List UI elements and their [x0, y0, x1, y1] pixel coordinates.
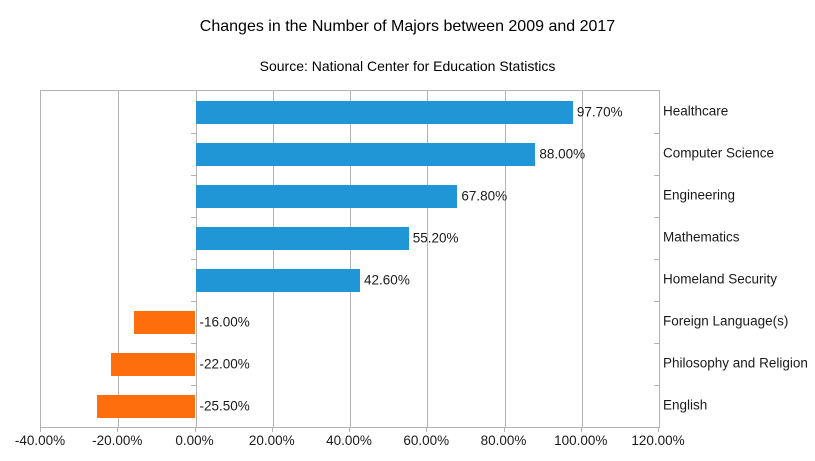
gridline: [118, 91, 120, 427]
x-axis-tick: [580, 427, 582, 432]
bar: [195, 268, 361, 292]
gridline: [272, 91, 274, 427]
category-label: Foreign Language(s): [663, 313, 789, 329]
category-axis-tick: [654, 217, 659, 218]
value-label: -22.00%: [199, 356, 250, 372]
x-axis-tick: [40, 427, 41, 432]
category-label: Engineering: [663, 187, 736, 203]
x-axis-tick: [194, 427, 196, 432]
x-axis-tick: [503, 427, 505, 432]
gridline: [350, 91, 351, 427]
category-label: Mathematics: [663, 229, 740, 245]
x-tick-label: 100.00%: [554, 433, 608, 448]
category-axis-tick: [654, 343, 659, 344]
category-axis-tick: [190, 343, 196, 344]
category-label: Healthcare: [663, 103, 729, 119]
x-axis-tick: [271, 427, 273, 432]
value-label: -25.50%: [199, 398, 250, 414]
x-tick-label: 60.00%: [403, 433, 450, 448]
value-label: 88.00%: [539, 146, 586, 162]
value-label: -16.00%: [199, 314, 250, 330]
chart-subtitle: Source: National Center for Education St…: [259, 58, 556, 74]
bar: [97, 394, 196, 418]
category-axis-tick: [654, 301, 659, 302]
bar: [110, 352, 196, 376]
category-label: Philosophy and Religion: [663, 355, 808, 371]
bar: [133, 310, 196, 334]
x-tick-label: 40.00%: [326, 433, 372, 448]
gridline: [195, 91, 197, 427]
category-label: English: [663, 397, 708, 413]
category-axis-tick: [190, 259, 196, 260]
category-axis-tick: [654, 133, 659, 134]
category-axis-tick: [190, 133, 196, 134]
category-axis-tick: [190, 301, 196, 302]
x-tick-label: 120.00%: [631, 433, 685, 448]
value-label: 42.60%: [364, 272, 410, 288]
x-axis-tick: [117, 427, 119, 432]
bar: [195, 226, 409, 250]
bar: [195, 184, 458, 208]
x-axis-tick: [658, 427, 659, 432]
category-axis-tick: [190, 217, 196, 218]
plot-area: 97.70% 88.00% 67.80% 55.20% 42.60% -16.00% -22…: [40, 90, 660, 428]
bar: [195, 100, 573, 124]
value-label: 67.80%: [461, 188, 508, 204]
chart-title: Changes in the Number of Majors between …: [199, 18, 616, 35]
value-label: 55.20%: [412, 230, 459, 246]
category-label: Homeland Security: [663, 271, 778, 287]
bar: [195, 142, 536, 166]
gridline: [581, 91, 583, 427]
category-label: Computer Science: [663, 145, 775, 161]
x-tick-label: -40.00%: [14, 433, 66, 448]
x-tick-label: 0.00%: [175, 433, 214, 448]
category-axis-tick: [190, 175, 196, 176]
category-axis-tick: [654, 259, 659, 260]
x-axis-tick: [426, 427, 428, 432]
gridline: [427, 91, 429, 427]
x-tick-label: 80.00%: [480, 433, 527, 448]
value-label: 97.70%: [576, 104, 623, 120]
gridline: [504, 91, 506, 427]
x-tick-label: -20.00%: [92, 433, 143, 448]
x-axis-tick: [349, 427, 350, 432]
category-axis-tick: [654, 175, 659, 176]
category-axis-tick: [190, 385, 196, 386]
category-axis-tick: [654, 385, 659, 386]
x-tick-label: 20.00%: [248, 433, 295, 448]
